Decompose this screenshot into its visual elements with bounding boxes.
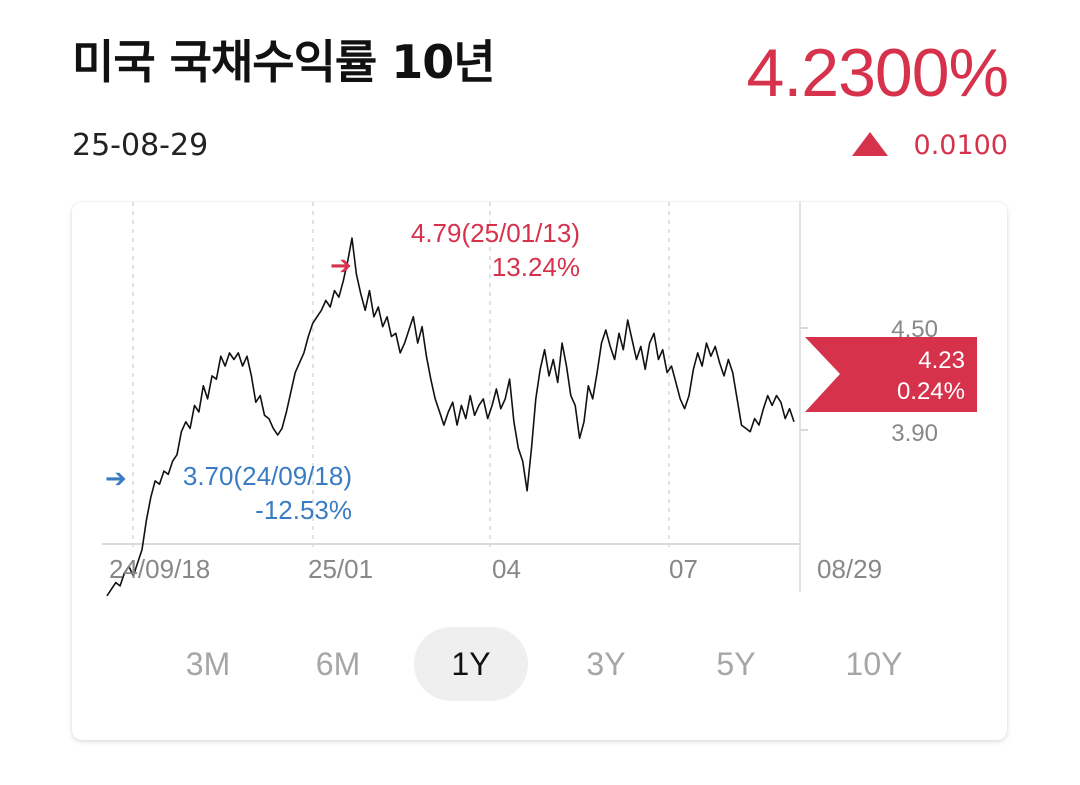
period-10y[interactable]: 10Y: [845, 646, 903, 682]
x-tick-label-2: 04: [492, 554, 521, 584]
max-annotation-label: 4.79(25/01/13): [411, 218, 580, 248]
current-price: 4.2300%: [746, 35, 1009, 111]
period-5y[interactable]: 5Y: [716, 646, 756, 682]
last-value-text: 4.23: [918, 347, 965, 374]
page-title: 미국 국채수익률 10년: [72, 35, 496, 89]
quote-date: 25-08-29: [72, 128, 209, 163]
max-annotation-pct: 13.24%: [492, 252, 580, 282]
x-tick-label-4: 08/29: [817, 554, 882, 584]
min-annotation-pct: -12.53%: [255, 495, 352, 525]
up-triangle-icon: [851, 131, 888, 156]
yield-line-chart[interactable]: 24/09/18 25/01 04 07 08/294.503.904.230.24%➔…: [72, 202, 1007, 622]
period-3y[interactable]: 3Y: [586, 646, 626, 682]
series-line: [106, 237, 795, 597]
period-1y[interactable]: 1Y: [414, 627, 528, 701]
last-value-badge: [805, 337, 977, 412]
last-pct-text: 0.24%: [897, 378, 965, 405]
x-tick-label-1: 25/01: [308, 554, 373, 584]
change-value: 0.0100: [913, 130, 1008, 161]
period-3m[interactable]: 3M: [185, 646, 231, 682]
period-6m[interactable]: 6M: [315, 646, 361, 682]
min-annotation-label: 3.70(24/09/18): [183, 461, 352, 491]
max-arrow-icon: ➔: [330, 251, 352, 281]
period-selector: 3M 6M 1Y 3Y 5Y 10Y: [72, 627, 1007, 701]
x-tick-label-3: 07: [669, 554, 698, 584]
y-tick-label-1: 3.90: [891, 420, 938, 447]
chart-card: 24/09/18 25/01 04 07 08/29 4.50 3.90 4.23 0.24% ➔…: [72, 202, 1007, 740]
min-arrow-icon: ➔: [105, 464, 127, 494]
x-tick-label-0: 24/09/18: [109, 554, 210, 584]
price-change: 0.0100: [851, 130, 1008, 161]
